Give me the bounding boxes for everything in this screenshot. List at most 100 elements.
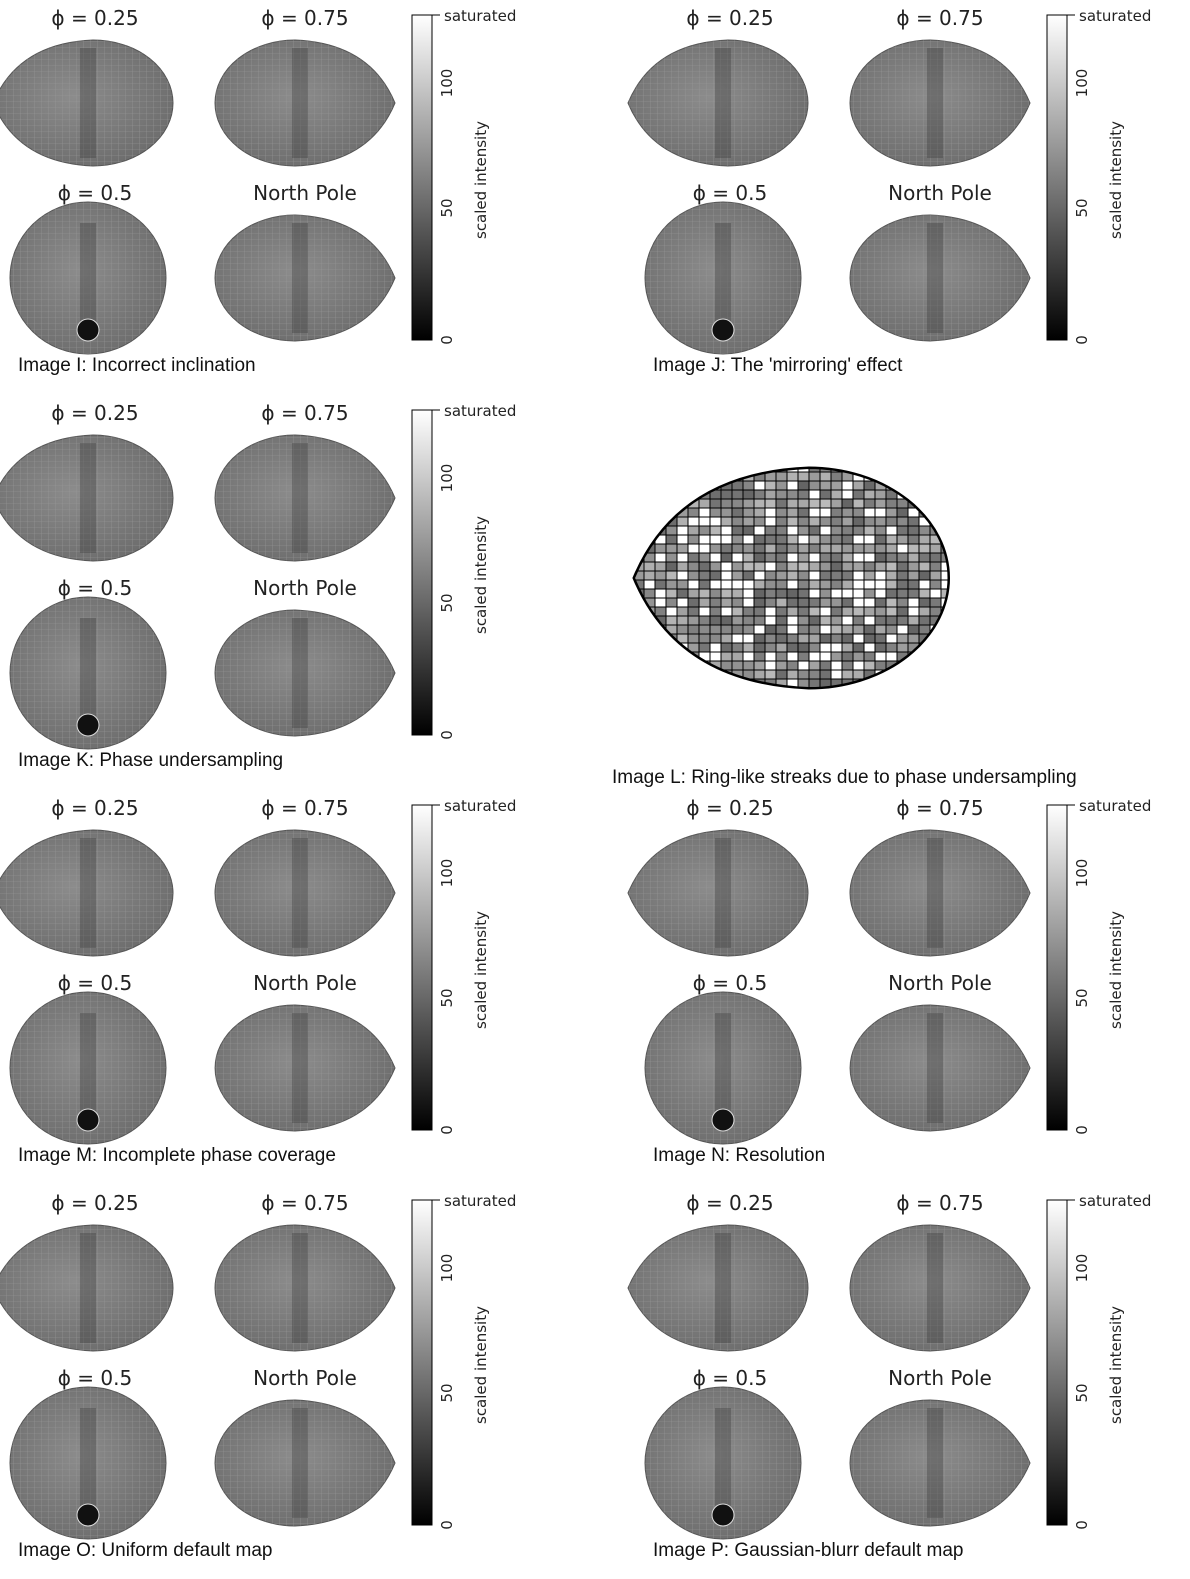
map-cell: [940, 471, 949, 482]
map-cell: [842, 445, 853, 454]
phase-label: ϕ = 0.75: [261, 796, 348, 820]
map-cell: [786, 525, 799, 536]
map-cell: [698, 588, 711, 599]
map-cell: [885, 579, 898, 590]
map-cell: [654, 480, 667, 491]
map-cell: [830, 561, 843, 572]
map-cell: [885, 588, 898, 599]
map-cell: [786, 570, 799, 581]
map-cell: [676, 489, 689, 500]
map-cell: [885, 633, 898, 644]
map-cell: [841, 534, 854, 545]
map-cell: [875, 400, 886, 409]
map-cell: [754, 697, 765, 706]
map-cell: [764, 507, 777, 518]
map-cell: [941, 445, 952, 454]
map-cell: [654, 579, 667, 590]
map-cell: [819, 660, 832, 671]
map-cell: [787, 742, 798, 751]
map-cell: [787, 724, 798, 733]
map-cell: [699, 724, 710, 733]
map-cell: [885, 552, 898, 563]
phase-label: North Pole: [253, 971, 357, 995]
map-cell: [864, 706, 875, 715]
map-cell: [941, 427, 952, 436]
map-cell: [776, 697, 787, 706]
map-cell: [709, 678, 722, 689]
map-cell: [787, 733, 798, 742]
map-cell: [776, 445, 787, 454]
map-cell: [918, 579, 931, 590]
map-cell: [787, 445, 798, 454]
map-cell: [875, 715, 886, 724]
map-cell: [819, 507, 832, 518]
map-cell: [963, 463, 974, 472]
colorbar-top: saturated: [444, 1192, 516, 1210]
map-cell: [929, 606, 942, 617]
map-cell: [830, 534, 843, 545]
map-cell: [952, 733, 963, 742]
map-cell: [677, 427, 688, 436]
map-cell: [731, 552, 744, 563]
map-cell: [896, 525, 909, 536]
map-cell: [963, 427, 974, 436]
map-cell: [929, 552, 942, 563]
map-cell: [698, 498, 711, 509]
map-cell: [896, 597, 909, 608]
map-cell: [720, 570, 733, 581]
map-cell: [644, 427, 655, 436]
caption: Image K: Phase undersampling: [18, 750, 283, 771]
map-cell: [742, 561, 755, 572]
map-cell: [963, 652, 974, 661]
map-cell: [963, 724, 974, 733]
map-cell: [665, 570, 678, 581]
colorbar-title: scaled intensity: [1107, 911, 1125, 1029]
map-cell: [929, 570, 942, 581]
map-cell: [698, 687, 711, 689]
colorbar-tick-label: 50: [1073, 198, 1091, 217]
map-cell: [929, 498, 942, 509]
map-cell: [655, 733, 666, 742]
star-grid: [0, 435, 173, 561]
map-cell: [808, 588, 821, 599]
map-cell: [918, 615, 931, 626]
star-grid: [215, 1400, 395, 1526]
map-cell: [808, 480, 821, 491]
map-cell: [655, 742, 666, 751]
dark-band: [80, 1408, 96, 1518]
map-cell: [731, 678, 744, 689]
map-cell: [897, 715, 908, 724]
map-cell: [710, 724, 721, 733]
map-cell: [786, 651, 799, 662]
map-cell: [875, 751, 886, 760]
colorbar-title: scaled intensity: [472, 1306, 490, 1424]
map-cell: [786, 588, 799, 599]
map-cell: [930, 715, 941, 724]
map-cell: [864, 751, 875, 760]
map-cell: [808, 660, 821, 671]
map-cell: [665, 606, 678, 617]
map-cell: [809, 715, 820, 724]
map-cell: [919, 445, 930, 454]
map-cell: [885, 642, 898, 653]
map-cell: [732, 715, 743, 724]
map-cell: [633, 467, 645, 473]
map-cell: [907, 534, 920, 545]
colorbar-title: scaled intensity: [1107, 121, 1125, 239]
map-cell: [776, 742, 787, 751]
map-cell: [808, 534, 821, 545]
phase-label: ϕ = 0.25: [686, 6, 773, 30]
map-cell: [765, 436, 776, 445]
map-cell: [709, 579, 722, 590]
map-cell: [643, 678, 656, 689]
map-cell: [907, 624, 920, 635]
map-cell: [809, 400, 820, 409]
map-cell: [644, 715, 655, 724]
map-cell: [841, 651, 854, 662]
map-cell: [753, 606, 766, 617]
map-cell: [797, 525, 810, 536]
map-cell: [929, 642, 942, 653]
caption: Image M: Incomplete phase coverage: [18, 1145, 336, 1166]
map-cell: [732, 445, 743, 454]
